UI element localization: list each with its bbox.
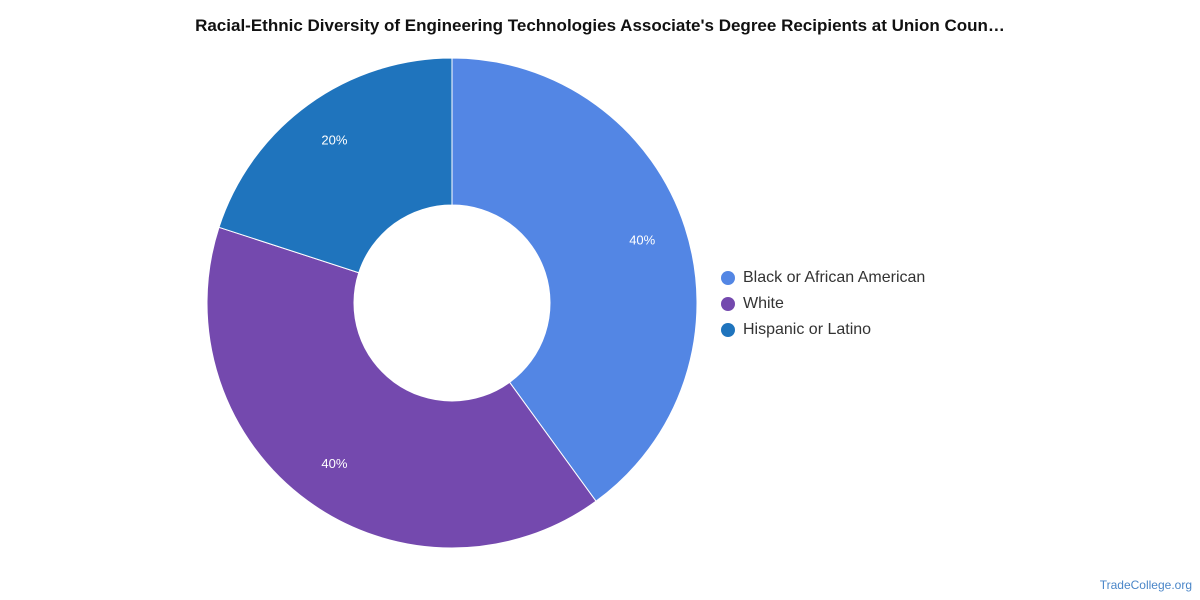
legend-label: Black or African American bbox=[743, 269, 926, 286]
donut-slice-hispanic-or-latino[interactable] bbox=[218, 57, 453, 274]
legend-item-black-or-african-american[interactable]: Black or African American bbox=[721, 265, 925, 291]
legend-swatch-hispanic-or-latino bbox=[721, 323, 735, 337]
donut-slice-white[interactable] bbox=[206, 226, 597, 549]
legend-swatch-white bbox=[721, 297, 735, 311]
legend-item-white[interactable]: White bbox=[721, 291, 925, 317]
chart-title: Racial-Ethnic Diversity of Engineering T… bbox=[195, 16, 1005, 35]
legend-swatch-black-or-african-american bbox=[721, 271, 735, 285]
legend-label: Hispanic or Latino bbox=[743, 321, 872, 338]
legend: Black or African American White Hispanic… bbox=[721, 265, 925, 343]
slice-label-hispanic-or-latino: 20% bbox=[321, 133, 347, 148]
slice-label-black-or-african-american: 40% bbox=[629, 233, 655, 248]
watermark-link[interactable]: TradeCollege.org bbox=[1099, 578, 1192, 592]
legend-item-hispanic-or-latino[interactable]: Hispanic or Latino bbox=[721, 317, 925, 343]
legend-label: White bbox=[743, 295, 784, 312]
slice-label-white: 40% bbox=[321, 456, 347, 471]
donut-slice-black-or-african-american[interactable] bbox=[451, 57, 698, 502]
